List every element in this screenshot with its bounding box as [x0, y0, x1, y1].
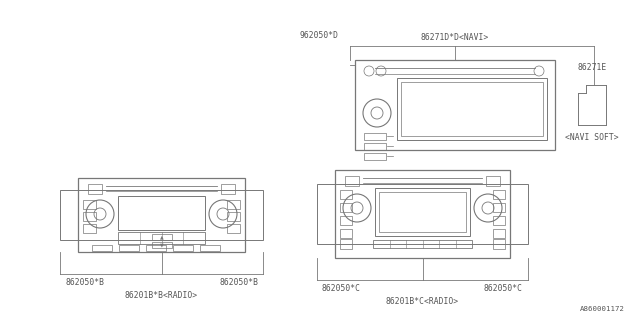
Bar: [379, 192, 466, 232]
Bar: [88, 184, 102, 194]
Text: 86201B*B<RADIO>: 86201B*B<RADIO>: [125, 291, 198, 300]
Bar: [227, 224, 240, 233]
Text: ▲: ▲: [159, 235, 163, 239]
Bar: [118, 232, 205, 244]
Bar: [401, 82, 543, 136]
Bar: [486, 176, 500, 186]
Bar: [340, 203, 352, 212]
Bar: [375, 188, 470, 236]
Bar: [60, 190, 263, 240]
Text: 86201B*C<RADIO>: 86201B*C<RADIO>: [386, 297, 459, 306]
Bar: [221, 184, 235, 194]
Bar: [227, 212, 240, 221]
Bar: [345, 176, 359, 186]
Bar: [340, 216, 352, 225]
Bar: [340, 190, 352, 199]
Bar: [83, 224, 96, 233]
Bar: [364, 153, 386, 160]
Text: 86271D*D<NAVI>: 86271D*D<NAVI>: [421, 34, 489, 43]
Text: 86271E: 86271E: [577, 62, 607, 71]
Bar: [493, 229, 505, 238]
Bar: [118, 196, 205, 230]
Bar: [146, 245, 166, 251]
Bar: [340, 229, 352, 238]
Bar: [373, 240, 472, 248]
Text: 862050*C: 862050*C: [322, 284, 361, 293]
Text: 862050*B: 862050*B: [219, 278, 258, 287]
Text: A860001172: A860001172: [580, 306, 625, 312]
Bar: [152, 242, 172, 248]
Bar: [493, 239, 505, 249]
Bar: [173, 245, 193, 251]
Bar: [335, 170, 510, 258]
Bar: [340, 239, 352, 249]
Bar: [83, 212, 96, 221]
Bar: [152, 234, 172, 240]
Bar: [227, 200, 240, 209]
Text: 962050*D: 962050*D: [300, 31, 339, 41]
Bar: [364, 143, 386, 150]
Text: 862050*B: 862050*B: [65, 278, 104, 287]
Bar: [92, 245, 112, 251]
Bar: [83, 200, 96, 209]
Text: 862050*C: 862050*C: [484, 284, 523, 293]
Text: ▼: ▼: [159, 243, 163, 247]
Bar: [200, 245, 220, 251]
Bar: [317, 184, 528, 244]
Bar: [355, 60, 555, 150]
Bar: [493, 203, 505, 212]
Text: <NAVI SOFT>: <NAVI SOFT>: [565, 132, 619, 141]
Bar: [78, 178, 245, 252]
Bar: [493, 190, 505, 199]
Bar: [397, 78, 547, 140]
Bar: [364, 133, 386, 140]
Bar: [119, 245, 139, 251]
Bar: [493, 216, 505, 225]
